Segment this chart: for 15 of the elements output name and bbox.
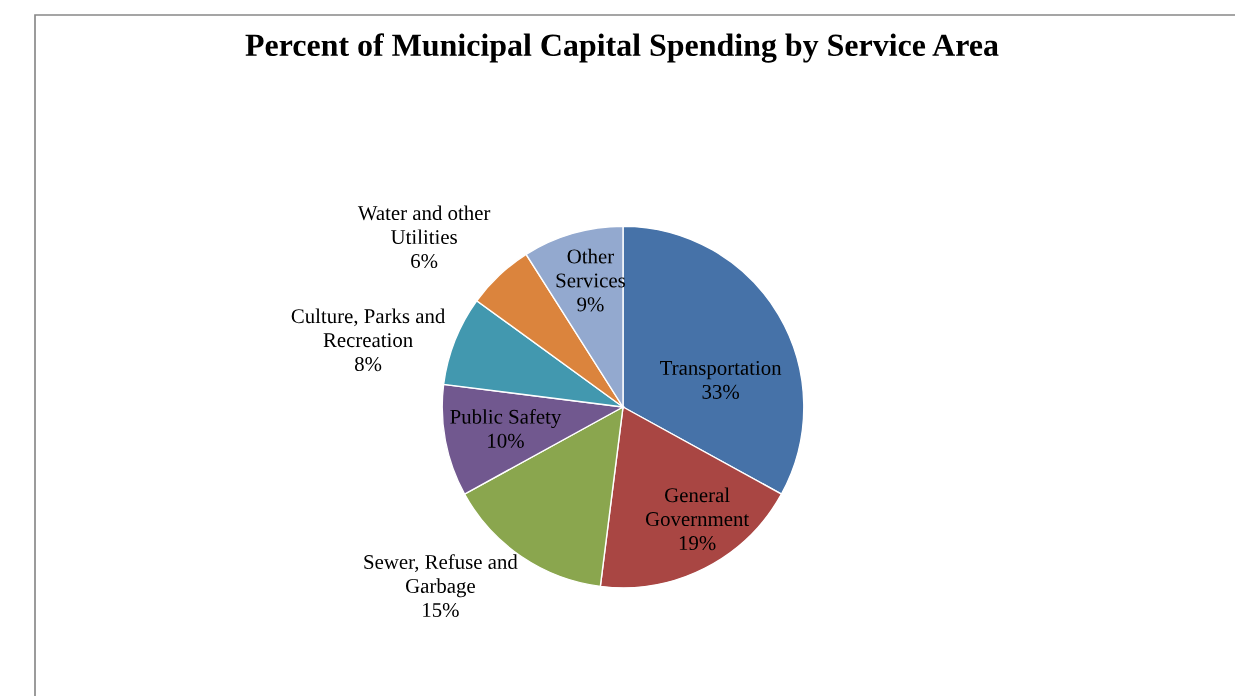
slice-label: General Government <box>645 487 750 527</box>
data-label: 19% <box>679 536 716 551</box>
data-label: 8% <box>354 357 382 372</box>
slice-label: Other Services <box>556 248 625 288</box>
chart-title: Percent of Municipal Capital Spending by Service Area <box>245 33 999 63</box>
data-label: 33% <box>702 384 740 399</box>
data-label: 15% <box>423 602 459 618</box>
data-label: 10% <box>488 433 524 448</box>
slice-label: Transportation <box>660 360 782 380</box>
slice-label: Water and other Utilities <box>357 205 491 245</box>
slice-label: Public Safety <box>450 408 562 429</box>
data-label: 6% <box>411 253 438 269</box>
slice-label: Culture, Parks and Recreation <box>291 308 446 348</box>
slice-label: Sewer, Refuse and Garbage <box>364 554 518 598</box>
data-label: 9% <box>577 297 604 312</box>
